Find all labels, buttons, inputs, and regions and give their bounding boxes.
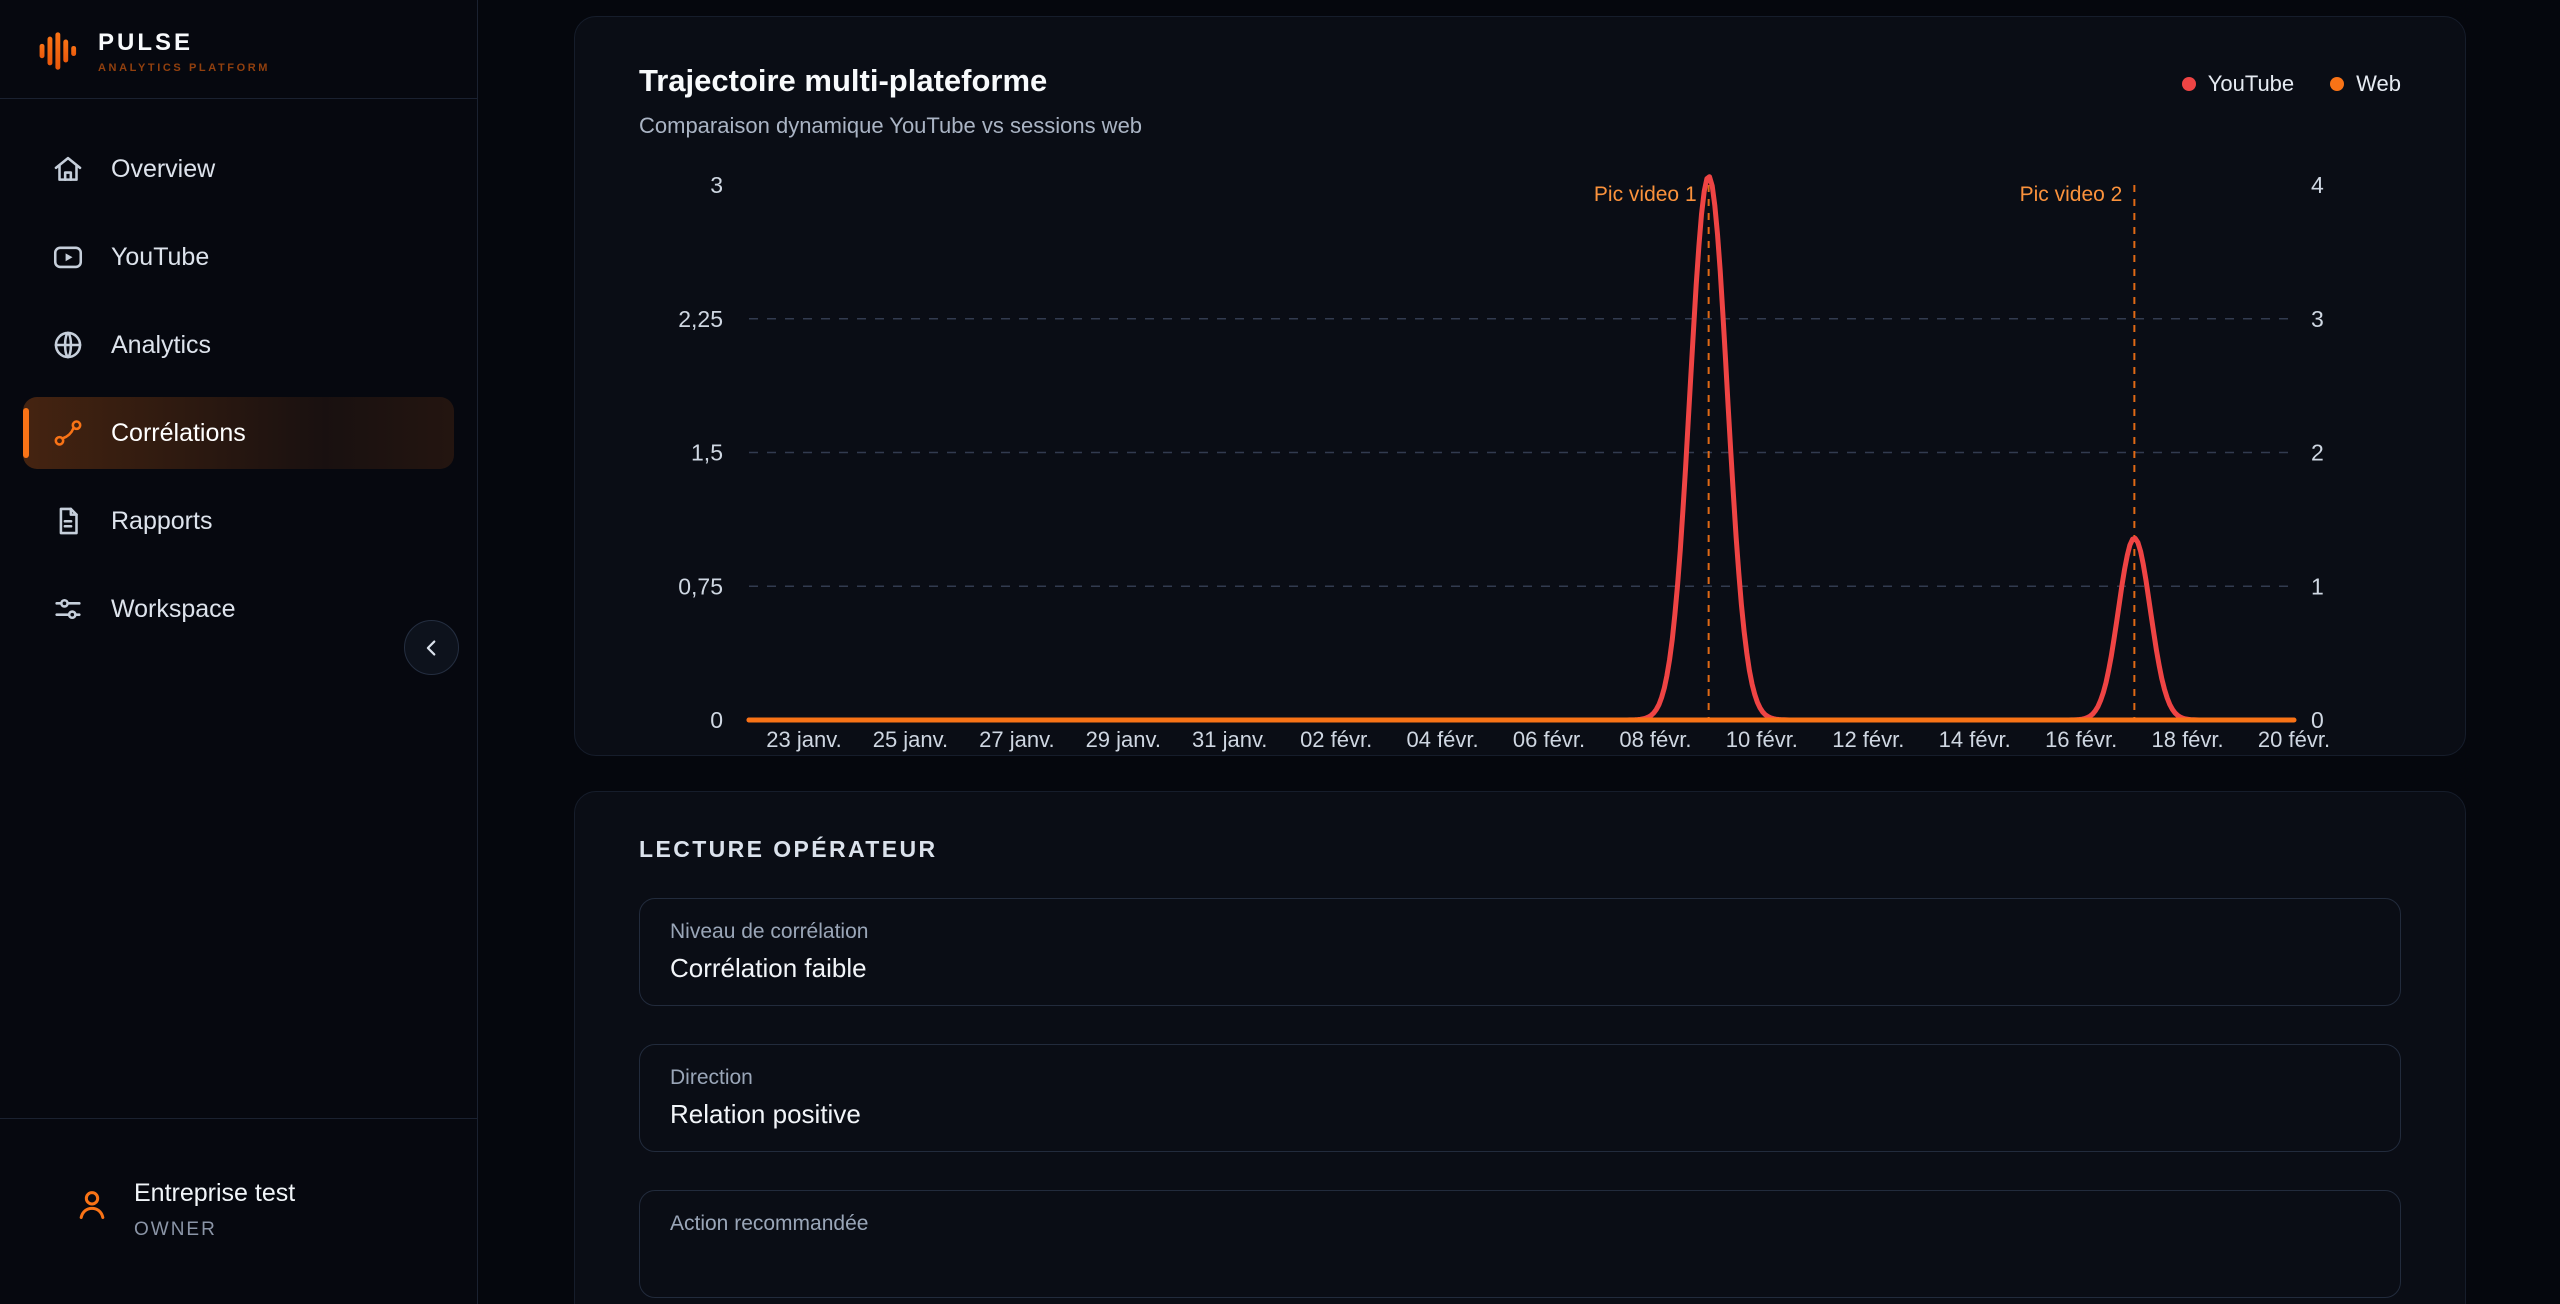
svg-text:0: 0 xyxy=(2311,707,2324,733)
svg-text:Pic video 1: Pic video 1 xyxy=(1594,183,1697,206)
svg-text:0: 0 xyxy=(710,707,723,733)
svg-text:23 janv.: 23 janv. xyxy=(766,727,841,752)
svg-text:18 févr.: 18 févr. xyxy=(2151,727,2223,752)
analytics-globe-icon xyxy=(51,328,85,362)
svg-text:02 févr.: 02 févr. xyxy=(1300,727,1372,752)
sidebar: PULSE ANALYTICS PLATFORM Overview xyxy=(0,0,478,1304)
correlations-icon xyxy=(51,416,85,450)
sidebar-divider-top xyxy=(0,98,477,99)
logo-subtitle: ANALYTICS PLATFORM xyxy=(98,61,271,74)
info-value xyxy=(670,1243,2370,1277)
reports-icon xyxy=(51,504,85,538)
svg-text:1,5: 1,5 xyxy=(691,440,723,466)
logo: PULSE ANALYTICS PLATFORM xyxy=(0,0,477,98)
sidebar-collapse-button[interactable] xyxy=(404,620,459,675)
user-role: OWNER xyxy=(134,1219,217,1240)
sidebar-item-rapports[interactable]: Rapports xyxy=(23,485,454,557)
svg-text:04 févr.: 04 févr. xyxy=(1406,727,1478,752)
sidebar-item-analytics[interactable]: Analytics xyxy=(23,309,454,381)
chevron-left-icon xyxy=(426,639,435,656)
svg-text:06 févr.: 06 févr. xyxy=(1513,727,1585,752)
svg-text:3: 3 xyxy=(710,172,723,198)
info-row-correlation-level: Niveau de corrélation Corrélation faible xyxy=(639,898,2401,1006)
svg-text:Pic video 2: Pic video 2 xyxy=(2020,183,2123,206)
chart-subtitle: Comparaison dynamique YouTube vs session… xyxy=(639,113,1143,138)
logo-title: PULSE xyxy=(98,28,194,56)
legend-dot-web xyxy=(2330,77,2345,91)
svg-text:16 févr.: 16 févr. xyxy=(2045,727,2117,752)
operator-card: LECTURE OPÉRATEUR Niveau de corrélation … xyxy=(574,791,2466,1304)
sidebar-item-overview[interactable]: Overview xyxy=(23,133,454,205)
sidebar-item-label: Rapports xyxy=(111,506,213,535)
operator-rows: Niveau de corrélation Corrélation faible… xyxy=(639,898,2401,1298)
youtube-icon xyxy=(51,240,85,274)
svg-text:2,25: 2,25 xyxy=(678,306,723,332)
pulse-logo-icon xyxy=(39,32,77,70)
svg-text:20 févr.: 20 févr. xyxy=(2258,727,2330,752)
sidebar-item-label: Workspace xyxy=(111,594,236,623)
sidebar-item-correlations[interactable]: Corrélations xyxy=(23,397,454,469)
svg-text:29 janv.: 29 janv. xyxy=(1086,727,1161,752)
svg-text:12 févr.: 12 févr. xyxy=(1832,727,1904,752)
legend-item-youtube: YouTube xyxy=(2181,71,2295,97)
svg-text:31 janv.: 31 janv. xyxy=(1192,727,1267,752)
svg-text:14 févr.: 14 févr. xyxy=(1939,727,2011,752)
info-row-recommended-action: Action recommandée xyxy=(639,1190,2401,1298)
correlation-line-chart: 0 0,75 1,5 2,25 3 0 1 2 3 4 23 janv. 25 janv. 27 jan… xyxy=(678,172,2330,752)
sidebar-item-label: Overview xyxy=(111,154,216,183)
sidebar-item-label: YouTube xyxy=(111,242,210,271)
sidebar-user-section: Entreprise test OWNER xyxy=(0,1118,477,1304)
chart-card-titles: Trajectoire multi-plateforme Comparaison… xyxy=(639,63,1142,139)
svg-text:3: 3 xyxy=(2311,306,2324,332)
legend-item-web: Web xyxy=(2330,71,2401,97)
sidebar-item-youtube[interactable]: YouTube xyxy=(23,221,454,293)
chart-area: 0 0,75 1,5 2,25 3 0 1 2 3 4 23 janv. 25 janv. 27 jan… xyxy=(639,155,2402,755)
chart-card-header: Trajectoire multi-plateforme Comparaison… xyxy=(639,63,2401,139)
info-label: Action recommandée xyxy=(670,1212,869,1235)
user-info: Entreprise test OWNER xyxy=(134,1179,295,1241)
info-label: Niveau de corrélation xyxy=(670,920,869,943)
home-icon xyxy=(51,152,85,186)
sidebar-item-label: Analytics xyxy=(111,330,212,359)
svg-text:2: 2 xyxy=(2311,440,2324,466)
svg-text:4: 4 xyxy=(2311,172,2324,198)
info-value: Relation positive xyxy=(670,1099,861,1129)
legend-label-web: Web xyxy=(2356,71,2401,96)
chart-legend: YouTube Web xyxy=(2181,71,2401,97)
user-name: Entreprise test xyxy=(134,1179,296,1207)
operator-card-title: LECTURE OPÉRATEUR xyxy=(639,836,938,862)
logo-text: PULSE ANALYTICS PLATFORM xyxy=(98,29,270,74)
main-content: Trajectoire multi-plateforme Comparaison… xyxy=(478,0,2560,1304)
user-avatar-icon xyxy=(79,1191,105,1219)
sidebar-item-label: Corrélations xyxy=(111,418,246,447)
svg-text:10 févr.: 10 févr. xyxy=(1726,727,1798,752)
svg-text:27 janv.: 27 janv. xyxy=(979,727,1054,752)
svg-text:25 janv.: 25 janv. xyxy=(873,727,948,752)
sidebar-nav: Overview YouTube Analytics xyxy=(0,99,477,645)
svg-text:0,75: 0,75 xyxy=(678,573,723,599)
legend-dot-youtube xyxy=(2181,77,2196,91)
info-label: Direction xyxy=(670,1066,753,1089)
info-row-direction: Direction Relation positive xyxy=(639,1044,2401,1152)
legend-label-youtube: YouTube xyxy=(2207,71,2295,96)
workspace-sliders-icon xyxy=(51,592,85,626)
sidebar-item-workspace[interactable]: Workspace xyxy=(23,573,454,645)
chart-card: Trajectoire multi-plateforme Comparaison… xyxy=(574,16,2466,756)
chart-title: Trajectoire multi-plateforme xyxy=(639,63,1048,98)
svg-text:08 févr.: 08 févr. xyxy=(1619,727,1691,752)
info-value: Corrélation faible xyxy=(670,953,867,983)
svg-text:1: 1 xyxy=(2311,573,2324,599)
